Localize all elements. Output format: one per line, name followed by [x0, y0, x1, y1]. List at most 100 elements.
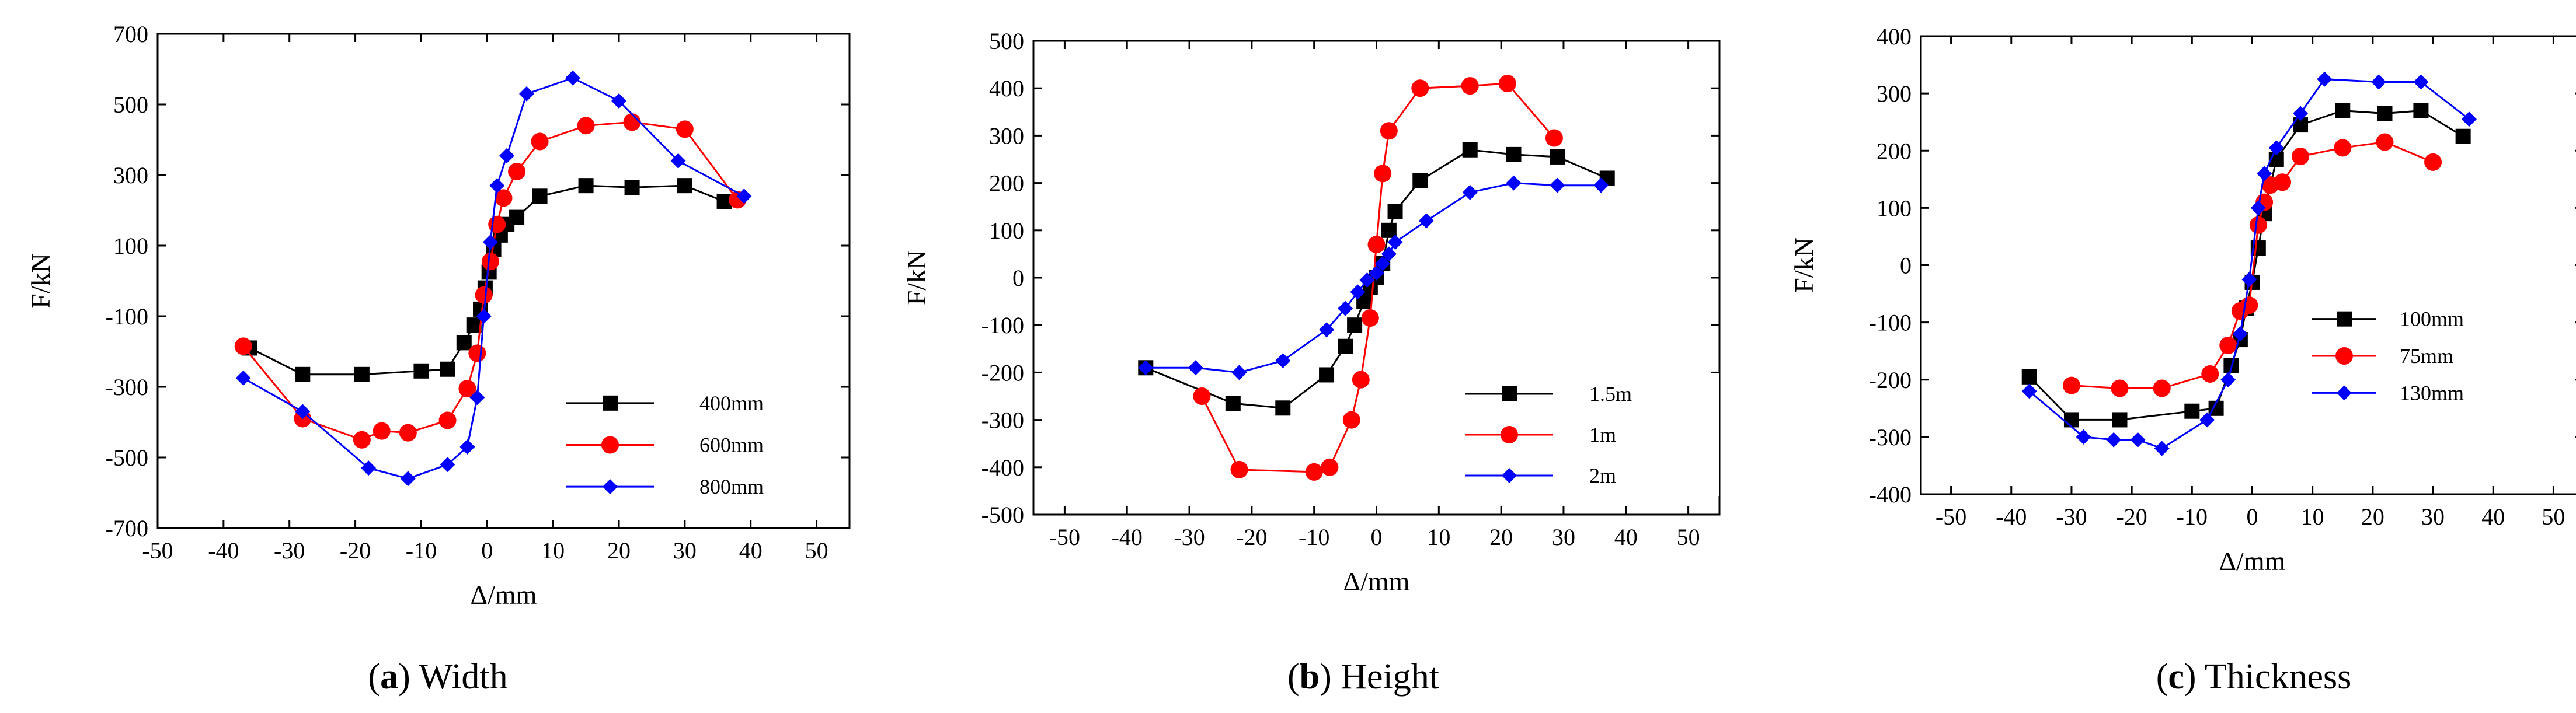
caption-prefix: (: [2156, 657, 2168, 697]
y-tick-label: 500: [113, 92, 148, 118]
legend-label: 1.5m: [1589, 382, 1632, 406]
x-ticks: -50 -40 -30 -20 -10 0 10 20 30 40 50: [1936, 36, 2565, 530]
data-point-marker: [1367, 236, 1386, 254]
y-tick-label: 300: [113, 162, 148, 188]
y-tick-label: -300: [106, 374, 148, 400]
y-tick-label: -500: [981, 502, 1024, 528]
data-point-marker: [1352, 371, 1370, 389]
y-ticks: -400 -300 -200 -100 0 100 200 300 400: [1869, 23, 2576, 508]
data-point-marker: [509, 209, 525, 225]
data-point-marker: [2292, 148, 2310, 166]
data-point-marker: [1387, 235, 1403, 250]
data-point-marker: [2106, 432, 2122, 448]
data-point-marker: [601, 436, 619, 454]
data-point-marker: [1321, 458, 1339, 476]
legend-item: 75mm: [2312, 344, 2453, 368]
data-point-marker: [2413, 74, 2429, 90]
x-tick-label: 40: [1614, 524, 1638, 550]
data-series: [2021, 71, 2477, 456]
data-point-marker: [1461, 77, 1479, 95]
caption-prefix: (: [368, 657, 380, 697]
data-point-marker: [1381, 246, 1397, 262]
x-tick-label: -10: [1299, 524, 1329, 550]
y-tick-label: -300: [981, 407, 1024, 434]
data-point-marker: [2413, 103, 2429, 118]
x-tick-label: 40: [739, 537, 763, 564]
data-point-marker: [1411, 79, 1429, 97]
data-point-marker: [2062, 376, 2080, 394]
data-point-marker: [2249, 216, 2267, 234]
data-point-marker: [2220, 372, 2236, 387]
data-point-marker: [361, 460, 377, 476]
data-point-marker: [2335, 103, 2351, 118]
data-point-marker: [399, 424, 417, 442]
data-point-marker: [1319, 322, 1335, 338]
x-tick-label: -40: [1112, 524, 1143, 550]
x-ticks: -50 -40 -30 -20 -10 0 10 20 30 40 50: [1049, 41, 1700, 550]
data-point-marker: [1506, 146, 1522, 162]
data-point-marker: [459, 439, 475, 455]
x-tick-label: 30: [1552, 524, 1575, 550]
data-point-marker: [476, 309, 492, 324]
data-point-marker: [1501, 426, 1518, 443]
y-axis-label: F/kN: [26, 253, 55, 309]
data-point-marker: [1230, 460, 1248, 478]
data-point-marker: [1462, 142, 1478, 158]
data-point-marker: [623, 113, 641, 131]
x-tick-label: 20: [1489, 524, 1513, 550]
panel-caption: (a) Width: [368, 657, 507, 697]
data-point-marker: [1359, 272, 1375, 288]
data-point-marker: [677, 178, 692, 194]
y-tick-label: -100: [1869, 310, 1912, 336]
y-axis-label: F/kN: [901, 250, 931, 306]
legend-item: 130mm: [2312, 381, 2464, 404]
data-point-marker: [373, 422, 391, 440]
data-point-marker: [1381, 222, 1397, 238]
x-tick-label: -20: [340, 537, 371, 564]
data-point-marker: [508, 162, 526, 180]
data-point-marker: [624, 180, 640, 195]
x-tick-label: -50: [1936, 504, 1966, 530]
data-point-marker: [2021, 383, 2037, 399]
data-point-marker: [1375, 256, 1391, 271]
plot-frame: [156, 33, 851, 529]
data-point-marker: [2334, 139, 2352, 157]
legend-item: 400mm: [566, 392, 764, 415]
x-ticks: -50 -40 -30 -20 -10 0 10 20 30 40 50: [142, 34, 829, 564]
data-point-marker: [1225, 396, 1241, 411]
x-tick-label: -40: [1996, 504, 2027, 530]
y-tick-label: 500: [989, 28, 1024, 54]
x-tick-label: -30: [2056, 504, 2087, 530]
data-point-marker: [1138, 360, 1154, 376]
data-point-marker: [354, 366, 370, 382]
data-point-marker: [2241, 272, 2257, 288]
data-point-marker: [1502, 386, 1517, 401]
x-tick-label: 20: [2361, 504, 2384, 530]
series-800mm: [235, 70, 752, 487]
data-point-marker: [235, 370, 251, 386]
series-line: [242, 76, 745, 480]
y-tick-label: 100: [1877, 195, 1912, 221]
data-point-marker: [2199, 412, 2215, 428]
data-point-marker: [603, 479, 618, 495]
legend: 100mm 75mm 130mm: [2306, 300, 2516, 411]
data-point-marker: [295, 404, 311, 420]
data-point-marker: [2250, 200, 2266, 216]
data-point-marker: [2337, 385, 2352, 401]
y-tick-label: 0: [1900, 253, 1912, 279]
data-point-marker: [1550, 177, 1565, 193]
series-400mm: [242, 178, 732, 382]
x-tick-label: -40: [208, 537, 239, 564]
data-point-marker: [531, 132, 549, 151]
series-2m: [1138, 175, 1609, 380]
x-tick-label: 0: [2247, 504, 2258, 530]
y-tick-label: -100: [106, 303, 148, 330]
data-point-marker: [1418, 213, 1434, 229]
x-tick-label: 0: [1371, 524, 1383, 550]
data-point-marker: [578, 178, 594, 194]
x-tick-label: 50: [1677, 524, 1700, 550]
y-tick-label: -200: [981, 359, 1024, 386]
data-point-marker: [1188, 360, 1203, 376]
data-point-marker: [1545, 129, 1563, 147]
